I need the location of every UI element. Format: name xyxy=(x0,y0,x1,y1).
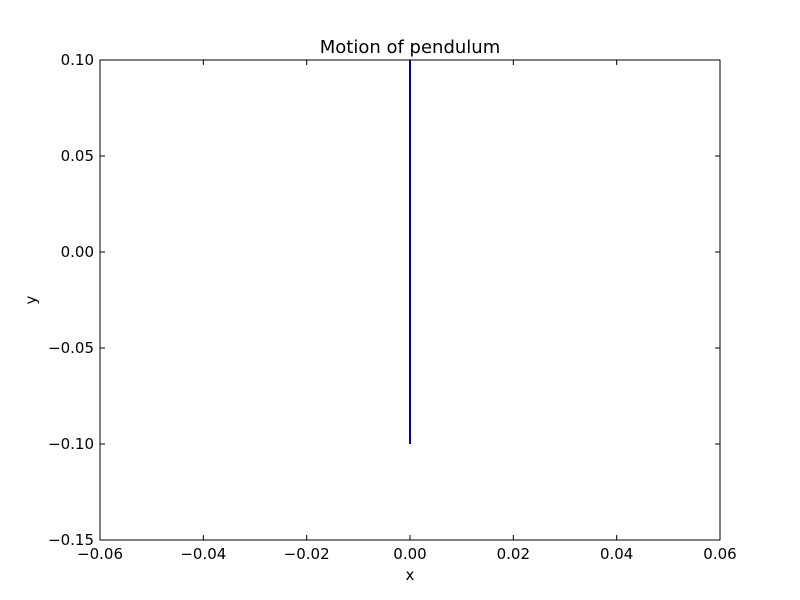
x-tick-label: 0.04 xyxy=(600,545,633,563)
x-tick-label: 0.06 xyxy=(703,545,736,563)
y-axis-label: y xyxy=(22,295,40,304)
y-tick-labels: −0.15 −0.10 −0.05 0.00 0.05 0.10 xyxy=(48,51,94,549)
chart-title: Motion of pendulum xyxy=(320,37,501,58)
y-tick-label: 0.05 xyxy=(61,147,94,165)
x-axis-label: x xyxy=(406,566,415,584)
x-tick-labels: −0.06 −0.04 −0.02 0.00 0.02 0.04 0.06 xyxy=(77,545,737,563)
x-tick-label: 0.02 xyxy=(497,545,530,563)
y-tick-label: −0.05 xyxy=(48,339,94,357)
y-tick-label: 0.00 xyxy=(61,243,94,261)
x-tick-label: −0.04 xyxy=(180,545,226,563)
x-tick-label: −0.06 xyxy=(77,545,123,563)
y-tick-label: −0.10 xyxy=(48,435,94,453)
y-tick-label: 0.10 xyxy=(61,51,94,69)
x-tick-label: 0.00 xyxy=(393,545,426,563)
y-tick-label: −0.15 xyxy=(48,531,94,549)
plot-frame xyxy=(99,59,721,541)
x-tick-label: −0.02 xyxy=(284,545,330,563)
